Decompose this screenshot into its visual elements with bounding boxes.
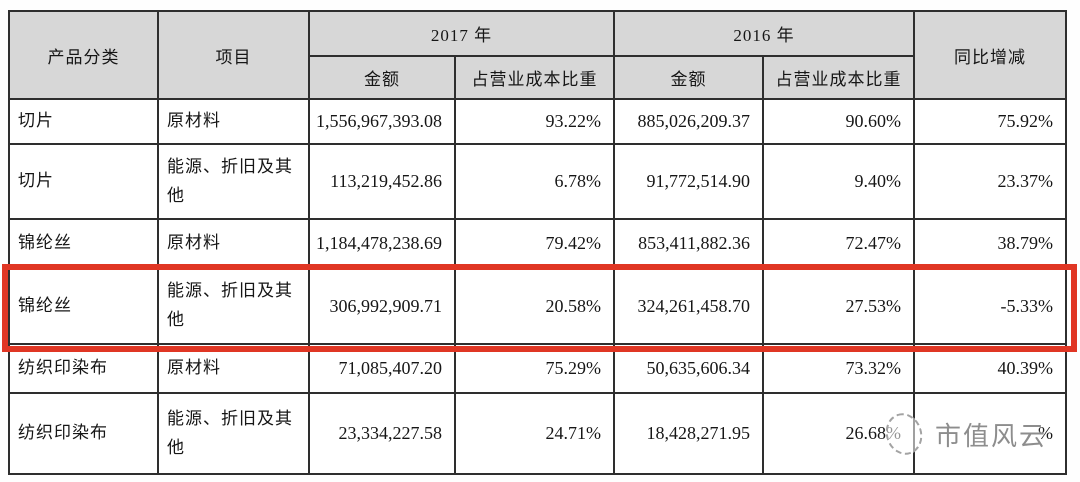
cell-amount-2017: 113,219,452.86 [308,143,456,220]
cell-yoy: 23.37% [913,143,1067,220]
cell-amount-2016: 50,635,606.34 [613,343,764,394]
table-row-chips-raw: 切片 原材料 1,556,967,393.08 93.22% 885,026,2… [8,98,1067,145]
cell-amount-2016: 91,772,514.90 [613,143,764,220]
header-year-2016: 2016 年 [613,10,915,57]
cell-ratio-2017: 6.78% [454,143,615,220]
cell-ratio-2016: 73.32% [762,343,915,394]
cell-amount-2016: 885,026,209.37 [613,98,764,145]
header-cost-ratio-2017: 占营业成本比重 [454,55,615,100]
cell-item: 能源、折旧及其他 [157,143,310,220]
cell-amount-2016: 853,411,882.36 [613,218,764,269]
header-year-2017: 2017 年 [308,10,615,57]
header-amount-2016: 金额 [613,55,764,100]
cell-item: 原材料 [157,98,310,145]
cell-yoy: 38.79% [913,218,1067,269]
cell-product: 切片 [8,143,159,220]
cell-product: 纺织印染布 [8,343,159,394]
table-row-fabric-raw: 纺织印染布 原材料 71,085,407.20 75.29% 50,635,60… [8,343,1067,394]
cell-ratio-2016: 9.40% [762,143,915,220]
cell-yoy: % [913,392,1067,475]
cell-product: 纺织印染布 [8,392,159,475]
cost-structure-table: 产品分类 项目 2017 年 2016 年 同比增减 金额 占营业成本比重 金额… [8,10,1067,475]
header-cost-ratio-2016: 占营业成本比重 [762,55,915,100]
header-row-measures: 金额 占营业成本比重 金额 占营业成本比重 [9,55,1066,100]
cell-amount-2017: 23,334,227.58 [308,392,456,475]
cell-item: 能源、折旧及其他 [157,392,310,475]
cell-item: 原材料 [157,343,310,394]
header-amount-2017: 金额 [308,55,456,100]
header-product-category: 产品分类 [8,10,159,100]
table-row-fabric-energy: 纺织印染布 能源、折旧及其他 23,334,227.58 24.71% 18,4… [8,392,1067,475]
cell-ratio-2017: 75.29% [454,343,615,394]
cell-amount-2017: 1,184,478,238.69 [308,218,456,269]
cell-yoy: 75.92% [913,98,1067,145]
cell-ratio-2016: 26.68% [762,392,915,475]
cell-ratio-2016: 72.47% [762,218,915,269]
cell-product: 切片 [8,98,159,145]
cell-ratio-2016: 27.53% [762,267,915,345]
table-row-chips-energy: 切片 能源、折旧及其他 113,219,452.86 6.78% 91,772,… [8,143,1067,220]
cell-item: 能源、折旧及其他 [157,267,310,345]
cell-yoy: -5.33% [913,267,1067,345]
cell-ratio-2017: 20.58% [454,267,615,345]
cell-amount-2017: 1,556,967,393.08 [308,98,456,145]
cell-product: 锦纶丝 [8,267,159,345]
cell-item: 原材料 [157,218,310,269]
cell-ratio-2016: 90.60% [762,98,915,145]
cell-product: 锦纶丝 [8,218,159,269]
header-yoy-change: 同比增减 [913,10,1067,100]
cell-amount-2016: 18,428,271.95 [613,392,764,475]
table-row-nylon-energy-highlighted: 锦纶丝 能源、折旧及其他 306,992,909.71 20.58% 324,2… [8,267,1067,345]
cell-amount-2017: 306,992,909.71 [308,267,456,345]
header-item: 项目 [157,10,310,100]
cell-ratio-2017: 24.71% [454,392,615,475]
cell-ratio-2017: 93.22% [454,98,615,145]
cell-ratio-2017: 79.42% [454,218,615,269]
cell-amount-2017: 71,085,407.20 [308,343,456,394]
cell-amount-2016: 324,261,458.70 [613,267,764,345]
cell-yoy: 40.39% [913,343,1067,394]
header-row-years: 产品分类 项目 2017 年 2016 年 同比增减 [8,10,1067,100]
table-row-nylon-raw: 锦纶丝 原材料 1,184,478,238.69 79.42% 853,411,… [8,218,1067,269]
